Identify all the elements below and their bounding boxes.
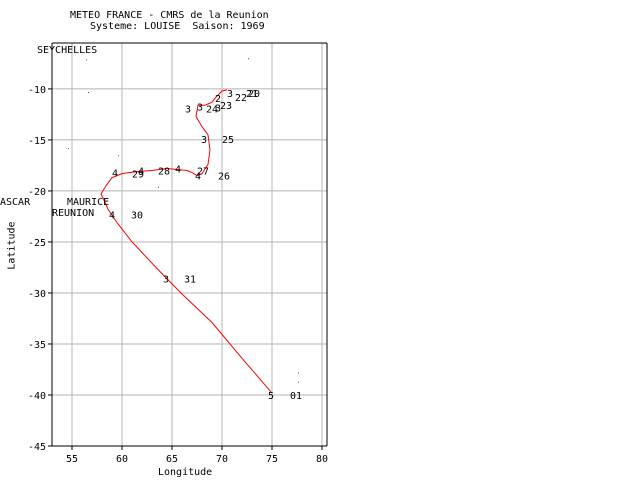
- track-hour-label: 4: [138, 167, 144, 178]
- track-hour-label: 3: [197, 102, 203, 113]
- track-day-label: 24: [206, 104, 218, 115]
- track-day-label: 23: [220, 101, 232, 112]
- track-hour-label: 3: [215, 103, 221, 114]
- place-label-ascar: ASCAR: [0, 197, 31, 208]
- island-speck: [248, 58, 249, 60]
- x-tick-label: 55: [66, 454, 78, 465]
- track-day-label: 29: [132, 170, 144, 181]
- track-day-label: 26: [218, 172, 230, 183]
- track-hour-label: 4: [109, 210, 115, 221]
- place-label-seychelles: SEYCHELLES: [37, 45, 98, 56]
- track-hour-label: 4: [175, 164, 181, 175]
- island-speck: [68, 148, 69, 150]
- island-speck: [298, 372, 299, 374]
- track-hour-label: 5: [268, 391, 274, 402]
- place-label-maurice: MAURICE: [67, 197, 110, 208]
- y-tick-label: -40: [28, 391, 46, 402]
- x-axis-label: Longitude: [158, 467, 213, 478]
- x-tick-label: 70: [216, 454, 228, 465]
- x-tick-label: 65: [166, 454, 178, 465]
- island-speck: [298, 381, 299, 383]
- track-hour-label: 3: [163, 275, 169, 286]
- track-hour-label: 3: [201, 135, 207, 146]
- place-label-reunion: REUNION: [52, 208, 95, 219]
- x-tick-label: 80: [316, 454, 328, 465]
- x-tick-label: 60: [116, 454, 128, 465]
- track-day-label: 25: [222, 135, 234, 146]
- header-subtitle: Systeme: LOUISE Saison: 1969: [90, 21, 265, 32]
- track-hour-label: 3: [185, 104, 191, 115]
- y-tick-label: -25: [28, 238, 46, 249]
- header-title: METEO FRANCE - CMRS de la Reunion: [70, 10, 269, 21]
- y-tick-label: -15: [28, 136, 46, 147]
- island-speck: [118, 155, 119, 157]
- storm-track-line: [100, 89, 272, 393]
- island-speck: [158, 186, 159, 188]
- island-speck: [86, 59, 87, 61]
- track-day-label: 28: [158, 167, 170, 178]
- island-speck: [88, 91, 89, 93]
- track-hour-label: 4: [112, 169, 118, 180]
- track-day-label: 21: [246, 89, 258, 100]
- track-day-label: 31: [184, 275, 196, 286]
- y-axis-label: Latitude: [6, 221, 18, 270]
- track-day-label: 30: [131, 210, 143, 221]
- track-hour-label: 4: [195, 172, 201, 183]
- x-tick-label: 75: [266, 454, 278, 465]
- track-day-label: 01: [290, 391, 302, 402]
- y-tick-label: -10: [28, 85, 46, 96]
- track-hour-label: 2: [215, 94, 221, 105]
- y-tick-label: -35: [28, 340, 46, 351]
- track-day-label: 22: [235, 93, 247, 104]
- y-tick-label: -20: [28, 187, 46, 198]
- track-hour-label: 3: [227, 89, 233, 100]
- track-day-label: 20: [248, 89, 260, 100]
- y-tick-label: -30: [28, 289, 46, 300]
- y-tick-label: -45: [28, 442, 46, 453]
- track-day-label: 27: [197, 167, 209, 178]
